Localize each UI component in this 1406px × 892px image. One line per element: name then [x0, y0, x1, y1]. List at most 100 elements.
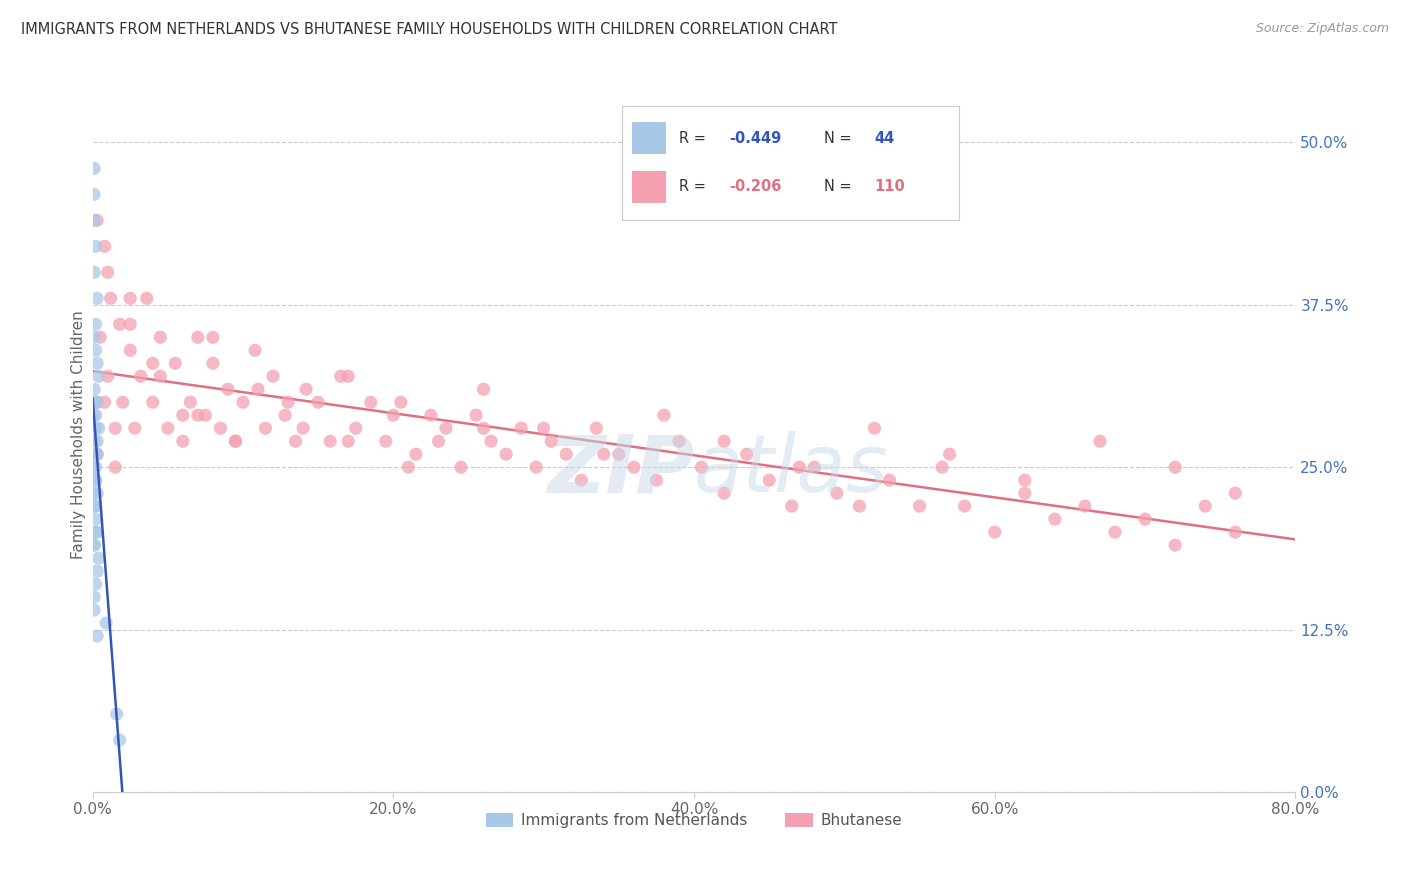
Point — [84, 239, 107, 253]
Point — [713, 486, 735, 500]
Point — [1014, 486, 1036, 500]
Point — [224, 434, 246, 449]
Point — [396, 460, 419, 475]
Point — [86, 564, 108, 578]
Point — [120, 318, 142, 332]
Point — [607, 447, 630, 461]
Point — [524, 460, 547, 475]
Point — [97, 369, 120, 384]
Point — [156, 421, 179, 435]
Point — [83, 538, 105, 552]
Point — [585, 421, 607, 435]
Point — [938, 447, 960, 461]
Point — [97, 265, 120, 279]
Point — [105, 706, 128, 721]
Point — [217, 382, 239, 396]
Point — [879, 473, 901, 487]
Point — [93, 239, 115, 253]
Point — [83, 213, 105, 227]
Point — [187, 408, 209, 422]
Point — [262, 369, 284, 384]
Point — [89, 330, 111, 344]
Point — [142, 395, 165, 409]
Point — [120, 343, 142, 358]
Point — [1104, 525, 1126, 540]
Point — [96, 616, 118, 631]
Point — [344, 421, 367, 435]
Point — [243, 343, 266, 358]
Point — [780, 499, 803, 513]
Point — [495, 447, 517, 461]
Point — [848, 499, 870, 513]
Point — [84, 473, 107, 487]
Point — [84, 512, 107, 526]
Point — [87, 421, 110, 435]
Point — [124, 421, 146, 435]
Point — [592, 447, 614, 461]
Point — [1225, 525, 1247, 540]
Point — [713, 434, 735, 449]
Point — [1088, 434, 1111, 449]
Point — [83, 603, 105, 617]
Point — [86, 356, 108, 370]
Point — [232, 395, 254, 409]
Point — [510, 421, 533, 435]
Legend: Immigrants from Netherlands, Bhutanese: Immigrants from Netherlands, Bhutanese — [479, 807, 908, 834]
Point — [1074, 499, 1097, 513]
Point — [405, 447, 427, 461]
Point — [690, 460, 713, 475]
Point — [668, 434, 690, 449]
Point — [1014, 473, 1036, 487]
Point — [84, 343, 107, 358]
Point — [187, 330, 209, 344]
Point — [84, 421, 107, 435]
Point — [84, 525, 107, 540]
Point — [135, 291, 157, 305]
Point — [224, 434, 246, 449]
Point — [84, 395, 107, 409]
Point — [382, 408, 405, 422]
Point — [427, 434, 450, 449]
Point — [274, 408, 297, 422]
Point — [86, 434, 108, 449]
Point — [120, 291, 142, 305]
Point — [569, 473, 592, 487]
Point — [142, 356, 165, 370]
Point — [533, 421, 555, 435]
Point — [108, 318, 131, 332]
Point — [83, 590, 105, 604]
Point — [984, 525, 1007, 540]
Point — [111, 395, 134, 409]
Point — [84, 460, 107, 475]
Point — [419, 408, 441, 422]
Text: IMMIGRANTS FROM NETHERLANDS VS BHUTANESE FAMILY HOUSEHOLDS WITH CHILDREN CORRELA: IMMIGRANTS FROM NETHERLANDS VS BHUTANESE… — [21, 22, 838, 37]
Point — [149, 330, 172, 344]
Point — [931, 460, 953, 475]
Point — [83, 486, 105, 500]
Text: atlas: atlas — [695, 432, 889, 509]
Point — [83, 161, 105, 176]
Point — [1043, 512, 1066, 526]
Point — [645, 473, 668, 487]
Point — [803, 460, 825, 475]
Point — [374, 434, 396, 449]
Point — [84, 408, 107, 422]
Point — [83, 434, 105, 449]
Point — [86, 395, 108, 409]
Point — [337, 369, 360, 384]
Point — [84, 447, 107, 461]
Point — [100, 291, 122, 305]
Point — [450, 460, 472, 475]
Point — [93, 395, 115, 409]
Text: Source: ZipAtlas.com: Source: ZipAtlas.com — [1256, 22, 1389, 36]
Point — [201, 330, 224, 344]
Point — [209, 421, 232, 435]
Point — [247, 382, 270, 396]
Point — [172, 434, 194, 449]
Point — [172, 408, 194, 422]
Point — [83, 382, 105, 396]
Point — [86, 629, 108, 643]
Point — [465, 408, 488, 422]
Point — [295, 382, 318, 396]
Point — [86, 447, 108, 461]
